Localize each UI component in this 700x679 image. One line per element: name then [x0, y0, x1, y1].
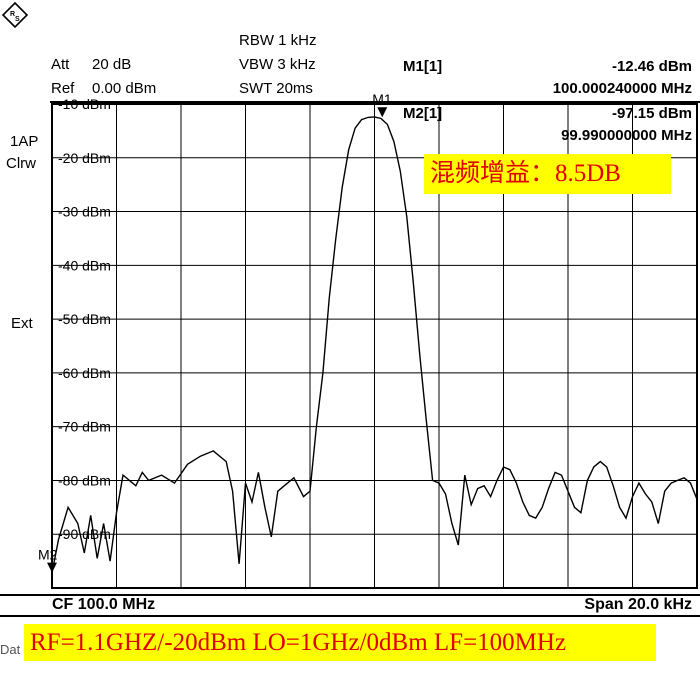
marker1-label: M1[1]: [403, 58, 443, 75]
chart-grid: [51, 103, 698, 589]
gain-annotation: 混频增益：8.5DB: [424, 154, 671, 194]
y-tick-label: -90 dBm: [58, 526, 111, 542]
svg-text:R: R: [10, 11, 15, 18]
marker2-level: -97.15 dBm: [611, 105, 692, 122]
cutoff-text: Dat: [0, 642, 21, 657]
y-tick-label: -70 dBm: [58, 419, 111, 435]
ref-value: 0.00 dBm: [92, 80, 157, 97]
rbw-setting: RBW 1 kHz: [239, 32, 317, 49]
svg-text:S: S: [15, 16, 20, 23]
frequency-span: Span 20.0 kHz: [584, 596, 692, 613]
footer-divider-bottom: [0, 615, 700, 617]
marker-m1-label: M1: [372, 91, 392, 107]
att-value: 20 dB: [92, 56, 132, 73]
conditions-annotation: RF=1.1GHZ/-20dBm LO=1GHz/0dBm LF=100MHz: [24, 624, 656, 661]
footer-divider-top: [0, 594, 700, 596]
y-tick-label: -40 dBm: [58, 257, 111, 273]
trace-mode-clearwrite: Clrw: [6, 155, 36, 172]
marker-m2-label: M2: [38, 547, 58, 563]
marker-layer: M1 M2: [38, 91, 392, 573]
marker2-frequency: 99.990000000 MHz: [561, 127, 692, 144]
y-tick-label: -50 dBm: [58, 311, 111, 327]
ext-reference-indicator: Ext: [11, 315, 33, 332]
y-tick-label: -30 dBm: [58, 204, 111, 220]
marker1-level: -12.46 dBm: [611, 58, 692, 75]
y-tick-label: -10 dBm: [58, 96, 111, 112]
center-frequency: CF 100.0 MHz: [52, 596, 156, 613]
y-tick-label: -60 dBm: [58, 365, 111, 381]
header-divider: [50, 101, 700, 103]
rohde-schwarz-logo-icon: R S: [2, 2, 28, 28]
marker-m1-arrow: [377, 107, 388, 118]
marker1-frequency: 100.000240000 MHz: [552, 80, 692, 97]
vbw-setting: VBW 3 kHz: [239, 56, 316, 73]
ref-label: Ref: [51, 80, 75, 97]
trace-mode-detector: 1AP: [10, 133, 39, 150]
swt-setting: SWT 20ms: [239, 80, 313, 97]
att-label: Att: [51, 56, 70, 73]
y-tick-label: -20 dBm: [58, 150, 111, 166]
marker-m2-arrow: [47, 562, 57, 573]
y-tick-label: -80 dBm: [58, 472, 111, 488]
trace-line: [51, 116, 698, 574]
y-axis-ticks: -10 dBm -20 dBm -30 dBm -40 dBm -50 dBm -60 d…: [58, 96, 111, 542]
marker2-label: M2[1]: [403, 105, 443, 122]
